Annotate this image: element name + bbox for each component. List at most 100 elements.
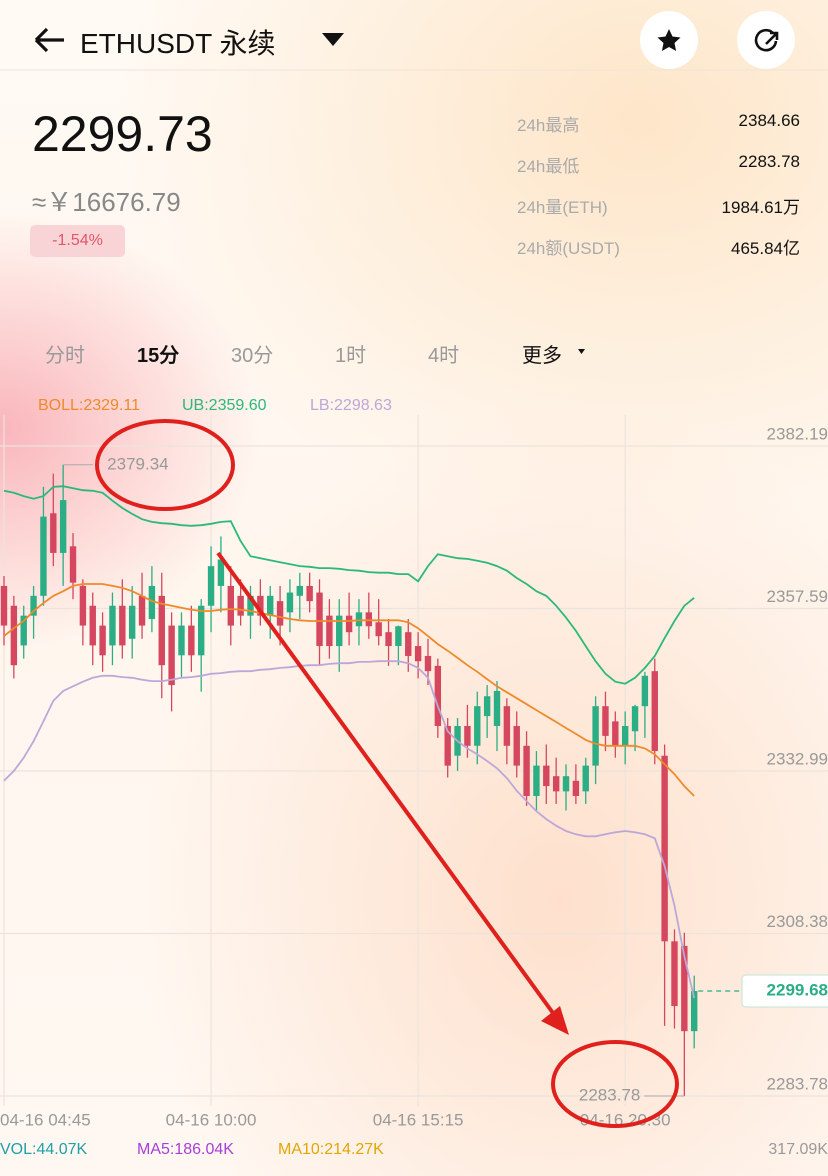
stat-label: 24h最高	[517, 116, 580, 135]
candle-body	[99, 625, 106, 656]
candle-body	[69, 546, 77, 583]
candle-body	[336, 615, 343, 647]
candle-body	[40, 516, 47, 596]
candle-body	[405, 632, 412, 656]
candle-body	[355, 612, 363, 627]
candle-body	[158, 595, 165, 666]
candle-body	[296, 585, 303, 596]
candle-body	[543, 765, 550, 787]
candle-body	[316, 592, 323, 647]
last-price-label: 2299.68	[767, 980, 828, 999]
candle-body	[612, 721, 619, 746]
candle-body	[661, 755, 668, 942]
stat-label: 24h量(ETH)	[517, 198, 608, 217]
candle-body	[691, 990, 698, 1032]
highlight-circle	[551, 1040, 679, 1128]
candle-body	[562, 776, 570, 792]
candle-body	[237, 595, 244, 616]
indicator-label: UB:2359.60	[182, 397, 267, 414]
star-icon	[657, 29, 681, 51]
candle-body	[345, 615, 353, 633]
change-badge: -1.54%	[30, 225, 125, 257]
bollinger-line	[3, 660, 696, 999]
candle-body	[434, 665, 442, 726]
interval-tab[interactable]: 1时	[335, 345, 367, 367]
share-icon-arrow	[765, 31, 779, 45]
candle-body	[444, 725, 451, 766]
dropdown-icon[interactable]	[322, 33, 344, 46]
more-arrow[interactable]	[578, 349, 585, 354]
bollinger-line	[3, 583, 695, 797]
trend-arrowhead	[541, 1006, 569, 1035]
candle-body	[375, 622, 382, 637]
candle-body	[414, 646, 422, 662]
candle-body	[30, 595, 37, 616]
candle-body	[306, 585, 313, 602]
candle-body	[651, 671, 658, 752]
y-tick-label: 2357.59	[767, 587, 828, 606]
last-price: 2299.73	[32, 106, 213, 162]
volume-label: MA5:186.04K	[137, 1141, 234, 1158]
candle-body	[178, 625, 185, 656]
interval-tab[interactable]: 更多	[522, 345, 562, 367]
candle-body	[326, 615, 333, 647]
candle-body	[671, 941, 678, 1007]
candle-body	[552, 776, 560, 792]
candle-body	[641, 675, 649, 707]
stat-value: 465.84亿	[731, 239, 800, 258]
back-arrow[interactable]	[34, 27, 64, 53]
candle-body	[217, 559, 225, 586]
bollinger-line	[3, 485, 695, 685]
interval-tab[interactable]: 15分	[137, 345, 180, 367]
candle-body	[50, 513, 57, 553]
candle-body	[207, 566, 215, 606]
candle-body	[198, 605, 205, 656]
stat-label: 24h最低	[517, 157, 580, 176]
interval-tab[interactable]: 30分	[231, 345, 274, 367]
candle-body	[267, 595, 274, 616]
cny-price: ≈￥16676.79	[32, 187, 181, 217]
candle-body	[493, 690, 501, 726]
high-marker-label: 2379.34	[107, 454, 168, 473]
candle-body	[79, 585, 87, 626]
candle-body	[474, 706, 481, 746]
candle-body	[119, 605, 126, 646]
x-tick-label: 04-16 04:45	[0, 1110, 91, 1129]
candle-body	[128, 605, 136, 639]
candle-body	[148, 585, 156, 619]
candle-body	[483, 696, 491, 717]
trend-arrow	[216, 551, 555, 1015]
candle-body	[276, 601, 284, 626]
indicator-label: BOLL:2329.11	[38, 397, 141, 414]
last-price-box	[741, 974, 828, 1008]
candle-body	[503, 706, 511, 746]
share-button[interactable]	[737, 11, 795, 69]
low-marker-label: 2283.78	[579, 1086, 640, 1105]
stat-value: 2384.66	[738, 111, 800, 130]
candle-body	[365, 612, 373, 627]
volume-label: MA10:214.27K	[278, 1141, 384, 1158]
candle-body	[188, 625, 195, 656]
candle-body	[20, 615, 27, 646]
candle-body	[464, 725, 471, 746]
y-tick-label: 2332.99	[767, 749, 828, 768]
y-tick-label: 2283.78	[767, 1075, 828, 1094]
volume-label: VOL:44.07K	[0, 1141, 88, 1158]
interval-tab[interactable]: 4时	[428, 345, 460, 367]
pair-title: ETHUSDT 永续	[80, 28, 276, 59]
candle-body	[572, 780, 580, 796]
candle-body	[631, 706, 639, 732]
highlight-circle	[95, 419, 235, 511]
candle-body	[10, 605, 18, 666]
candle-body	[602, 706, 609, 736]
candle-body	[533, 765, 540, 796]
candle-body	[592, 706, 599, 766]
candle-body	[109, 605, 116, 646]
interval-tab[interactable]: 分时	[45, 345, 85, 367]
candle-body	[227, 585, 234, 626]
candle-body	[59, 500, 67, 553]
candle-body	[138, 595, 146, 626]
candle-body	[385, 632, 392, 647]
